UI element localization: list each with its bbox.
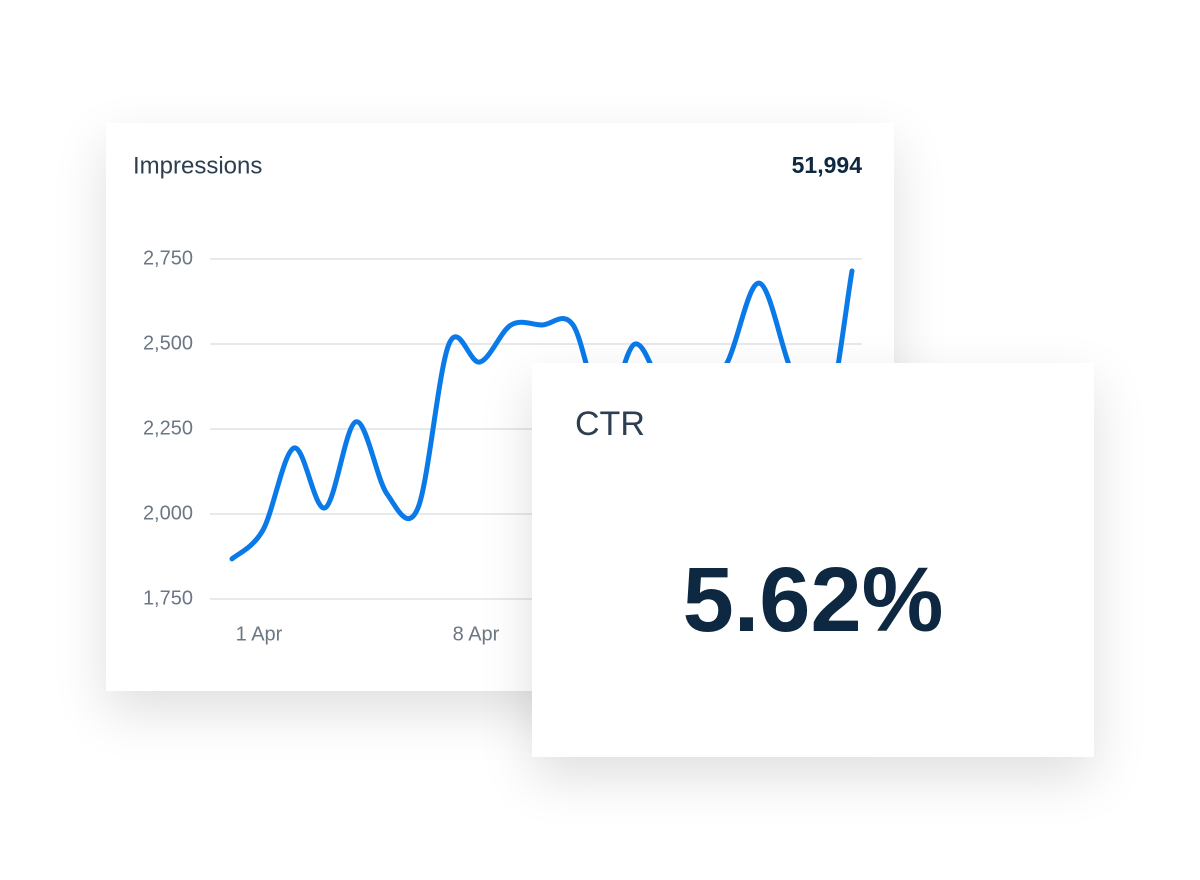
x-tick-label: 1 Apr [236,623,283,645]
y-tick-label: 2,750 [143,247,193,269]
chart-title: Impressions [133,152,262,179]
y-tick-label: 1,750 [143,587,193,609]
total: 51,994 [792,152,863,178]
y-tick-label: 2,500 [143,332,193,354]
line-series [229,268,855,562]
y-tick-label: 2,000 [143,502,193,524]
x-tick-label: 8 Apr [453,623,500,645]
y-tick-label: 2,250 [143,417,193,439]
ctr-value: 5.62% [682,549,944,651]
ctr-label: CTR [575,405,645,443]
ctr-card: CTR 5.62% [532,363,1094,757]
